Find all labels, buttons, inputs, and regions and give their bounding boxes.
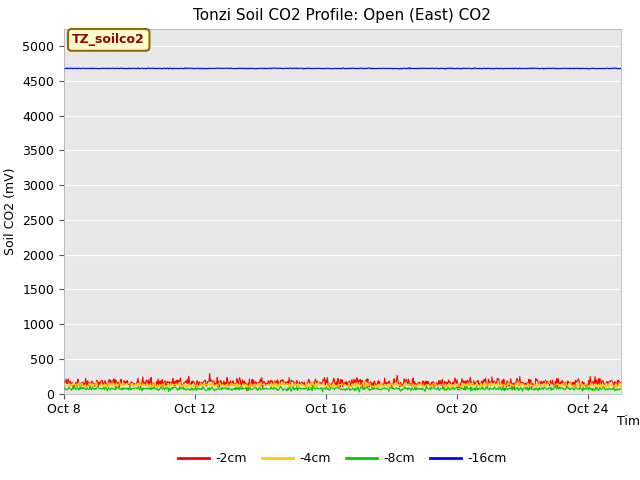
Legend: -2cm, -4cm, -8cm, -16cm: -2cm, -4cm, -8cm, -16cm	[173, 447, 512, 470]
X-axis label: Time: Time	[616, 416, 640, 429]
Text: TZ_soilco2: TZ_soilco2	[72, 34, 145, 47]
Title: Tonzi Soil CO2 Profile: Open (East) CO2: Tonzi Soil CO2 Profile: Open (East) CO2	[193, 9, 492, 24]
Y-axis label: Soil CO2 (mV): Soil CO2 (mV)	[4, 168, 17, 255]
